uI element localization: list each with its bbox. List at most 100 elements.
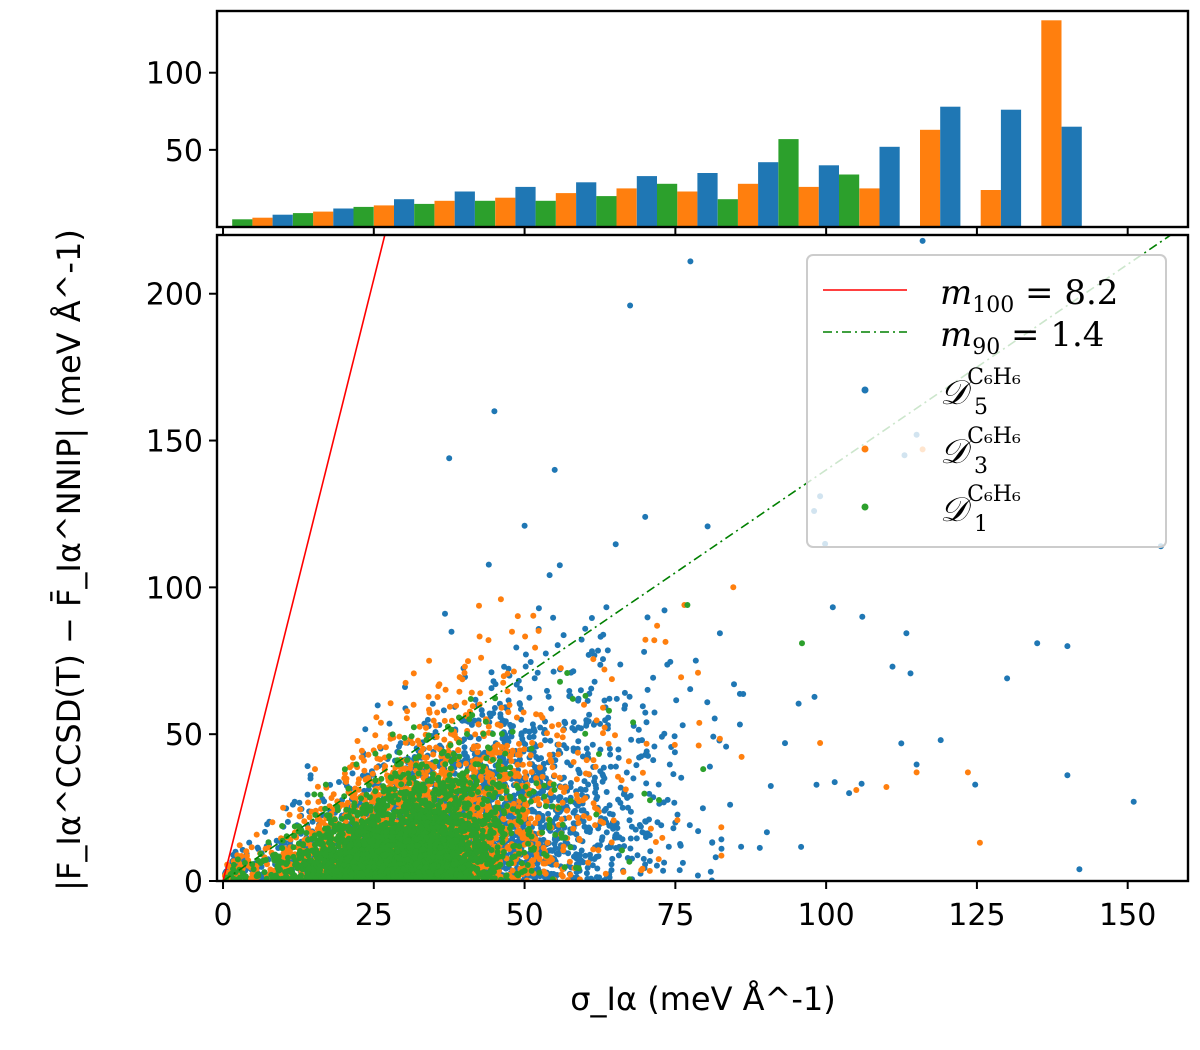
scatter-point bbox=[585, 718, 592, 725]
scatter-point bbox=[402, 739, 409, 746]
scatter-point bbox=[642, 830, 649, 837]
scatter-point bbox=[1004, 675, 1011, 682]
scatter-point bbox=[576, 860, 583, 867]
scatter-point bbox=[646, 790, 653, 797]
scatter-point bbox=[520, 709, 527, 716]
histogram-bar bbox=[657, 183, 678, 227]
scatter-point bbox=[476, 633, 483, 640]
scatter-point bbox=[508, 733, 515, 740]
scatter-point bbox=[387, 700, 394, 707]
scatter-point bbox=[634, 852, 641, 859]
scatter-point bbox=[588, 615, 595, 621]
scatter-point bbox=[601, 666, 608, 673]
scatter-point bbox=[671, 733, 678, 740]
scatter-point bbox=[639, 703, 646, 710]
scatter-point bbox=[532, 820, 539, 827]
scatter-point bbox=[846, 790, 853, 797]
scatter-point bbox=[537, 724, 544, 731]
scatter-point bbox=[519, 761, 526, 768]
scatter-point bbox=[627, 845, 634, 852]
scatter-point bbox=[859, 613, 866, 620]
scatter-point bbox=[532, 644, 539, 651]
scatter-point bbox=[659, 834, 666, 841]
scatter-point bbox=[597, 633, 604, 640]
scatter-point bbox=[344, 799, 351, 806]
scatter-points bbox=[222, 237, 1164, 881]
scatter-point bbox=[604, 844, 611, 851]
scatter-point bbox=[687, 258, 694, 265]
scatter-point bbox=[652, 839, 659, 845]
scatter-point bbox=[461, 663, 468, 670]
histogram-bar bbox=[596, 196, 617, 227]
scatter-point bbox=[638, 753, 645, 760]
histogram-bar bbox=[778, 139, 799, 227]
scatter-point bbox=[559, 799, 566, 806]
scatter-point bbox=[642, 513, 649, 520]
scatter-point bbox=[423, 724, 429, 731]
scatter-point bbox=[654, 819, 661, 826]
scatter-point bbox=[423, 754, 430, 761]
scatter-point bbox=[937, 737, 944, 744]
scatter-point bbox=[679, 722, 686, 729]
histogram-bar bbox=[576, 182, 597, 227]
scatter-point bbox=[485, 723, 492, 730]
scatter-point bbox=[617, 799, 624, 806]
scatter-point bbox=[509, 628, 515, 635]
histogram-bar bbox=[1061, 126, 1082, 227]
scatter-point bbox=[704, 523, 711, 530]
scatter-point bbox=[548, 758, 555, 765]
scatter-point bbox=[647, 848, 654, 855]
scatter-point bbox=[601, 697, 608, 704]
scatter-point bbox=[578, 725, 584, 732]
scatter-point bbox=[430, 751, 437, 758]
scatter-point bbox=[497, 596, 504, 603]
scatter-point bbox=[600, 730, 606, 737]
scatter-point bbox=[628, 736, 635, 743]
scatter-point bbox=[642, 636, 649, 643]
scatter-point bbox=[583, 757, 590, 764]
scatter-point bbox=[584, 864, 591, 871]
histogram-bar bbox=[252, 217, 273, 227]
scatter-point bbox=[522, 663, 529, 670]
scatter-point bbox=[320, 819, 327, 826]
scatter-point bbox=[664, 661, 671, 668]
scatter-point bbox=[509, 867, 516, 874]
scatter-point bbox=[349, 770, 356, 777]
scatter-point bbox=[615, 852, 622, 859]
scatter-point bbox=[575, 819, 582, 826]
histogram-bar bbox=[697, 173, 718, 227]
scatter-point bbox=[516, 756, 523, 763]
scatter-point bbox=[628, 823, 635, 830]
histogram-bar bbox=[353, 206, 374, 227]
scatter-point bbox=[727, 801, 734, 808]
scatter-point bbox=[526, 694, 533, 701]
scatter-point bbox=[666, 761, 673, 768]
scatter-point bbox=[556, 562, 563, 569]
scatter-point bbox=[570, 809, 577, 816]
scatter-point bbox=[593, 717, 600, 724]
scatter-point bbox=[549, 723, 555, 730]
scatter-point bbox=[535, 627, 542, 634]
scatter-point bbox=[474, 749, 481, 756]
histogram-y-tick-label: 50 bbox=[165, 134, 203, 169]
scatter-point bbox=[515, 677, 522, 684]
scatter-point bbox=[446, 703, 453, 710]
scatter-point bbox=[695, 742, 702, 749]
scatter-point bbox=[555, 721, 562, 728]
scatter-point bbox=[583, 828, 590, 835]
scatter-point bbox=[639, 769, 646, 776]
histogram-bar bbox=[232, 219, 253, 227]
scatter-point bbox=[1034, 640, 1041, 647]
scatter-point bbox=[522, 633, 529, 640]
scatter-point bbox=[603, 829, 610, 836]
scatter-point bbox=[546, 572, 553, 579]
scatter-point bbox=[525, 820, 532, 827]
scatter-point bbox=[289, 801, 296, 808]
scatter-point bbox=[505, 709, 512, 716]
scatter-point bbox=[584, 875, 591, 881]
scatter-point bbox=[552, 837, 559, 844]
scatter-point bbox=[438, 768, 445, 775]
scatter-point bbox=[358, 754, 365, 761]
scatter-point bbox=[507, 721, 514, 728]
